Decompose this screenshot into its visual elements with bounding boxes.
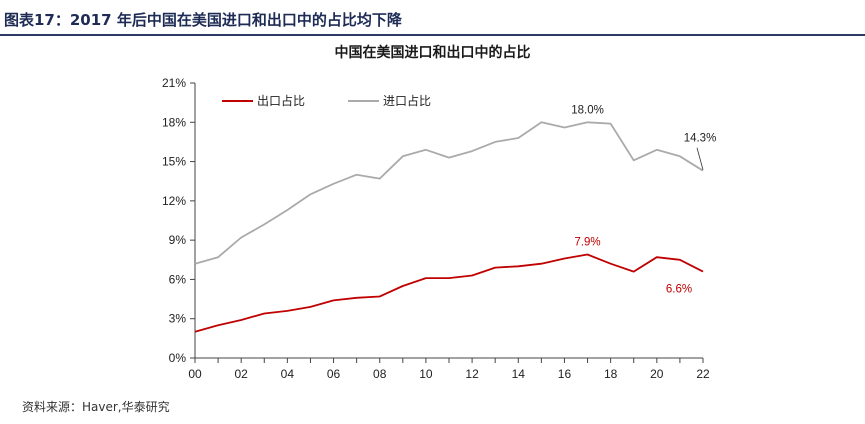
y-tick-label: 18% xyxy=(162,115,186,129)
y-tick-label: 21% xyxy=(162,76,186,90)
x-tick-label: 08 xyxy=(373,367,387,381)
data-label: 7.9% xyxy=(574,237,600,249)
figure-header: 图表17：2017 年后中国在美国进口和出口中的占比均下降 xyxy=(0,0,865,36)
data-label: 18.0% xyxy=(571,104,604,116)
data-label: 14.3% xyxy=(684,133,717,145)
data-label: 6.6% xyxy=(666,284,692,296)
x-tick-label: 00 xyxy=(188,367,202,381)
legend-label: 进口占比 xyxy=(383,93,431,108)
x-tick-label: 14 xyxy=(512,367,526,381)
line-chart: 0% 3% 6% 9% 12% 15% 18% 21% 00 02 04 06 08 10 12 14 16 18… xyxy=(162,76,717,381)
x-tick-label: 04 xyxy=(281,367,295,381)
x-tick-label: 02 xyxy=(235,367,249,381)
x-tick-label: 20 xyxy=(650,367,664,381)
series-line-export xyxy=(194,253,704,333)
x-tick-label: 18 xyxy=(604,367,618,381)
y-tick-label: 12% xyxy=(162,194,186,208)
y-tick-label: 9% xyxy=(169,233,187,247)
x-tick-label: 06 xyxy=(327,367,341,381)
y-tick-label: 0% xyxy=(169,351,187,365)
chart-title: 中国在美国进口和出口中的占比 xyxy=(334,45,531,61)
source-note: 资料来源：Haver,华泰研究 xyxy=(22,400,170,414)
y-tick-label: 15% xyxy=(162,155,186,169)
y-tick-label: 3% xyxy=(169,312,187,326)
header-rule xyxy=(0,34,865,36)
figure-label: 图表17： xyxy=(4,11,70,29)
series-line-import xyxy=(194,121,704,265)
y-tick-label: 6% xyxy=(169,272,187,286)
x-tick-label: 22 xyxy=(696,367,710,381)
figure-title: 图表17：2017 年后中国在美国进口和出口中的占比均下降 xyxy=(4,9,402,30)
x-tick-label: 12 xyxy=(465,367,479,381)
x-tick-label: 16 xyxy=(558,367,572,381)
legend-label: 出口占比 xyxy=(257,93,305,108)
figure-heading: 2017 年后中国在美国进口和出口中的占比均下降 xyxy=(69,11,402,29)
x-tick-label: 10 xyxy=(419,367,433,381)
annotation-leader xyxy=(696,147,704,170)
